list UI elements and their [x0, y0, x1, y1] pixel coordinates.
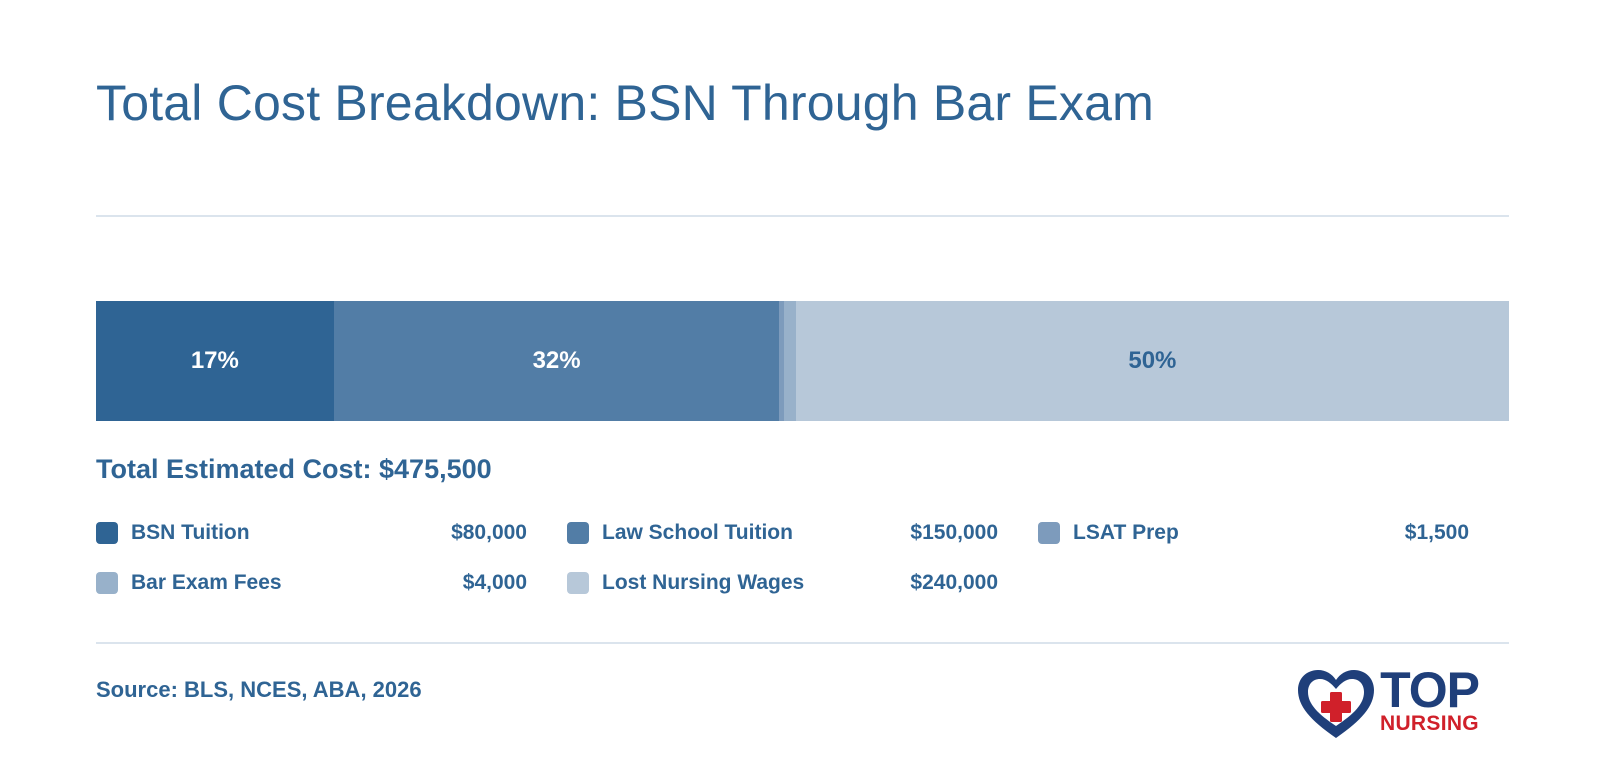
- logo-top-text: TOP: [1380, 662, 1480, 718]
- legend-value: $4,000: [462, 571, 527, 594]
- heart-cross-icon: [1298, 670, 1374, 738]
- logo-nursing-text: NURSING: [1380, 712, 1479, 735]
- legend-label: LSAT Prep: [1073, 521, 1179, 544]
- legend-item: BSN Tuition $80,000: [96, 520, 527, 546]
- bar-segment-lsat-prep: [779, 301, 784, 421]
- legend-value: $1,500: [1404, 521, 1469, 544]
- legend-swatch: [96, 572, 118, 594]
- total-cost-label: Total Estimated Cost: $475,500: [96, 454, 492, 484]
- legend-swatch: [567, 572, 589, 594]
- legend-label: BSN Tuition: [131, 521, 250, 544]
- source-note: Source: BLS, NCES, ABA, 2026: [96, 677, 422, 702]
- bottom-divider: [96, 642, 1509, 644]
- legend-label: Law School Tuition: [602, 521, 793, 544]
- legend-swatch: [567, 522, 589, 544]
- bar-segment-label: 32%: [532, 347, 581, 374]
- chart-title: Total Cost Breakdown: BSN Through Bar Ex…: [96, 75, 1154, 131]
- legend-item: Law School Tuition $150,000: [567, 520, 998, 546]
- top-divider: [96, 215, 1509, 217]
- legend-label: Bar Exam Fees: [131, 571, 282, 594]
- legend-swatch: [1038, 522, 1060, 544]
- bar-segment-law-school-tuition: 32%: [333, 301, 780, 421]
- logo-wordmark: TOP NURSING: [1380, 662, 1480, 736]
- legend-swatch: [96, 522, 118, 544]
- legend-item: LSAT Prep $1,500: [1038, 520, 1469, 546]
- legend-value: $240,000: [910, 571, 998, 594]
- bar-segment-lost-nursing-wages: 50%: [795, 301, 1509, 421]
- bar-segment-label: 17%: [190, 347, 239, 374]
- legend-value: $150,000: [910, 521, 998, 544]
- bar-segment-bar-exam-fees: [783, 301, 796, 421]
- bar-segment-label: 50%: [1128, 347, 1177, 374]
- legend-item: Lost Nursing Wages $240,000: [567, 570, 998, 596]
- legend-value: $80,000: [451, 521, 527, 544]
- stacked-cost-bar: 17% 32% 50%: [96, 301, 1509, 421]
- legend-label: Lost Nursing Wages: [602, 571, 805, 594]
- bar-segment-bsn-tuition: 17%: [96, 301, 334, 421]
- top-nursing-logo[interactable]: TOP NURSING: [1296, 662, 1508, 740]
- legend-item: Bar Exam Fees $4,000: [96, 570, 527, 596]
